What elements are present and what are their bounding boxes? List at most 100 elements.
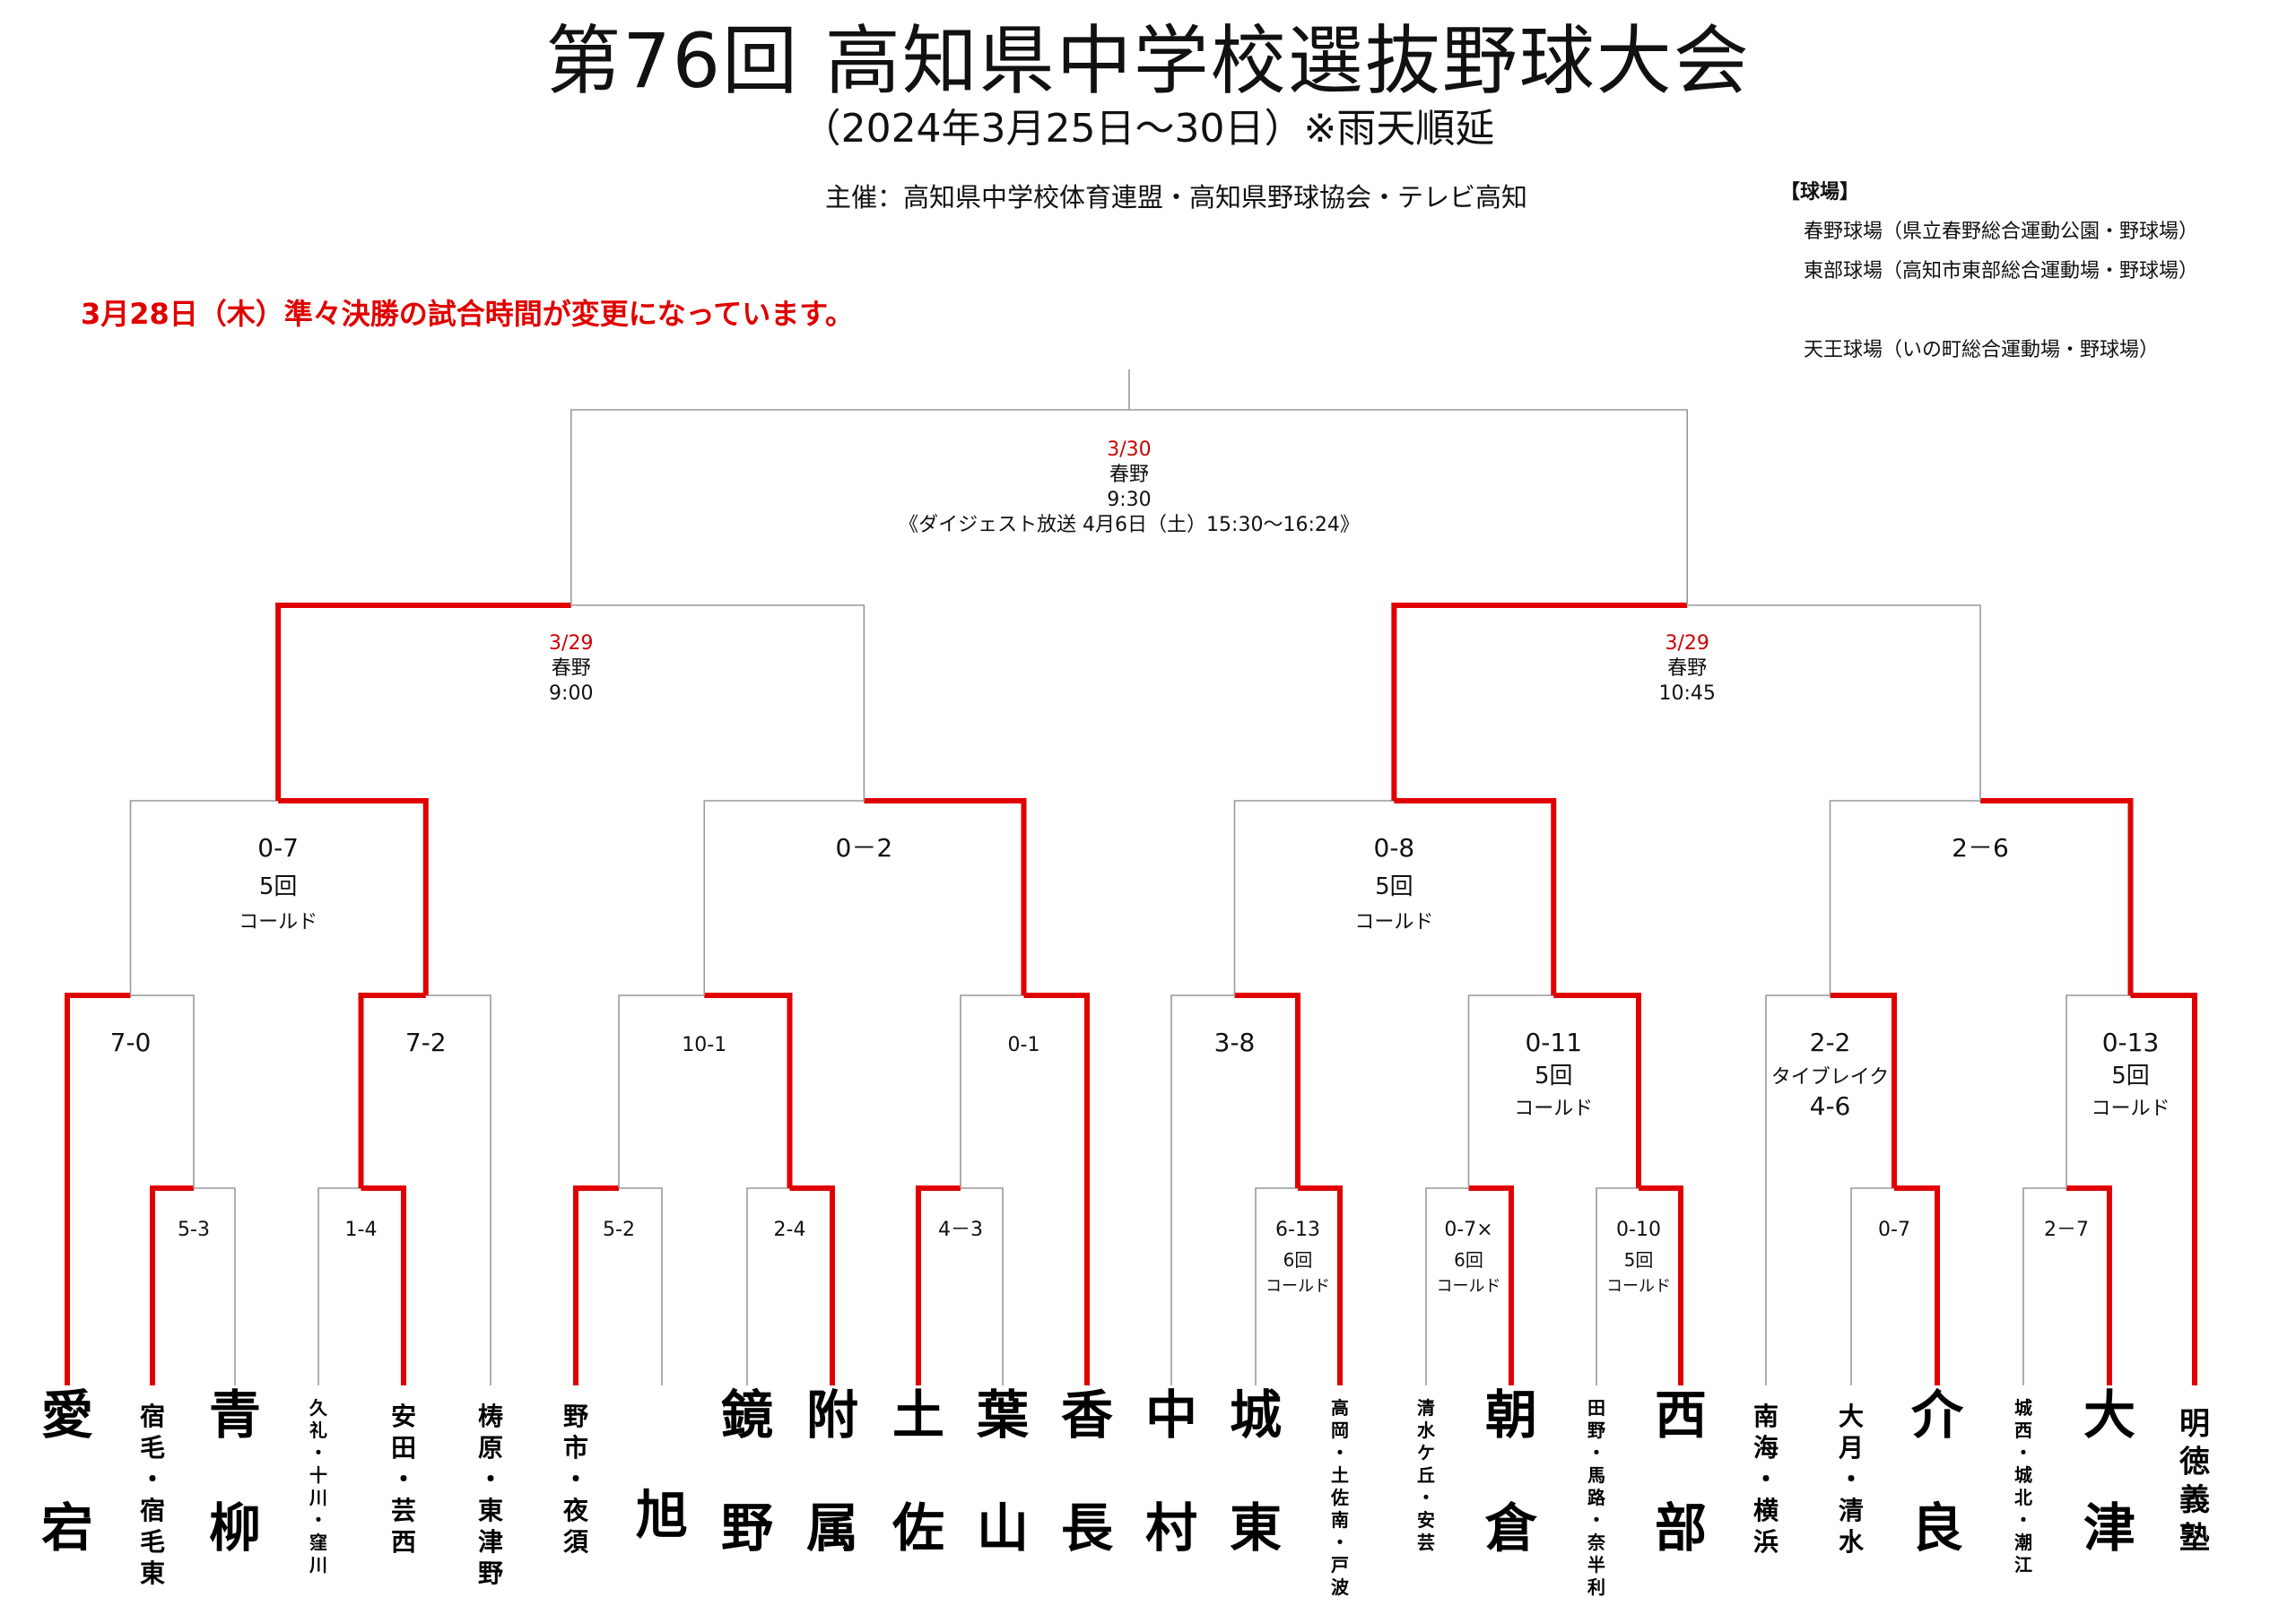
round1-match-10-right-line [2066,1185,2112,1385]
round1-5-score: 4－3 [938,1219,983,1241]
round1-match-9-left-line [1850,1187,1894,1385]
team-14-name-part-2: 村 [1145,1498,1197,1559]
team-12: 葉山 [976,1385,1030,1559]
round1-match-2-left-line [317,1187,361,1385]
round2-1-score: 7-0 [110,1028,152,1057]
team-18: 朝倉 [1484,1385,1537,1559]
quarterfinal-4-score: 2－6 [1952,833,2009,863]
team-20: 西部 [1655,1385,1707,1559]
team-22: 大月・清水 [1838,1402,1865,1557]
team-8-name: 旭 [636,1484,688,1545]
round2-6-note2: コールド [1514,1098,1593,1120]
team-7: 野市・夜須 [562,1402,589,1557]
team-23-name-part-1: 介 [1911,1385,1964,1446]
round1-match-3-left-line [573,1185,619,1385]
final-venue: 春野 [1109,464,1149,486]
team-1-name-part-1: 愛 [41,1385,93,1446]
team-2-name: 宿毛・宿毛東 [140,1402,165,1588]
team-22-name: 大月・清水 [1838,1402,1865,1557]
team-26-name: 明徳義塾 [2179,1406,2210,1557]
quarterfinal-2-score: 0－2 [836,833,893,863]
semifinal-match-1-left-line [275,603,571,801]
team-12-name-part-1: 葉 [976,1385,1030,1446]
venue-item-tenno: 天王球場（いの町総合運動場・野球場） [1804,339,2160,361]
round2-match-7-left-line [1765,994,1831,1385]
round2-7-score: 2-2 [1810,1028,1851,1057]
round1-6-note1: 6回 [1283,1249,1313,1271]
round1-4-score: 2-4 [774,1219,806,1241]
team-23-name-part-2: 良 [1911,1498,1963,1559]
round2-match-6-right-line [1553,993,1641,1188]
team-24-name: 城西・城北・潮江 [2014,1397,2032,1576]
round1-match-8-right-line [1639,1185,1683,1385]
organizer-text: 主催：高知県中学校体育連盟・高知県野球協会・テレビ高知 [825,182,1528,213]
round1-8-note2: コールド [1606,1277,1671,1296]
team-15: 城東 [1230,1385,1282,1559]
team-16: 高岡・土佐南・戸波 [1330,1397,1350,1598]
round2-match-3-right-line [704,993,793,1188]
round2-match-1-right-line [130,994,195,1188]
quarterfinal-3-score: 0-8 [1374,833,1415,863]
semifinal-2-time: 10:45 [1658,682,1715,705]
round2-3-score: 10-1 [682,1034,726,1056]
quarterfinal-match-1-right-line [278,798,429,995]
team-21-name: 南海・横浜 [1753,1402,1779,1557]
team-8: 旭 [636,1484,688,1545]
round2-8-note2: コールド [2091,1098,2170,1120]
venue-list: 【球場】 春野球場（県立春野総合運動公園・野球場） 東部球場（高知市東部総合運動… [1780,179,2198,364]
team-4-name: 久礼・十川・窪川 [309,1397,328,1576]
round1-6-score: 6-13 [1275,1219,1320,1241]
quarterfinal-1-note1: 5回 [259,873,298,900]
round1-8-note1: 5回 [1624,1249,1654,1271]
round2-match-6-left-line [1467,994,1554,1188]
round2-5-score: 3-8 [1214,1028,1256,1057]
team-4: 久礼・十川・窪川 [309,1397,328,1576]
final-match-left-line [570,409,1129,605]
team-14-name-part-1: 中 [1145,1385,1197,1446]
semifinal-2-date: 3/29 [1665,632,1709,655]
quarterfinal-1-note2: コールド [239,911,317,933]
quarterfinal-match-4-right-line [1980,798,2134,995]
team-15-name-part-2: 東 [1230,1498,1282,1559]
round1-match-2-right-line [361,1185,406,1385]
round2-6-score: 0-11 [1525,1028,1582,1057]
round1-8-score: 0-10 [1616,1219,1661,1241]
semifinal-match-1-right-line [570,604,865,801]
team-17: 清水ケ丘・安芸 [1417,1397,1436,1553]
quarterfinal-match-2-right-line [864,798,1027,995]
team-11-name-part-2: 佐 [891,1498,944,1559]
final-date: 3/30 [1107,438,1151,461]
team-1-name-part-2: 宕 [41,1498,93,1559]
team-15-name-part-1: 城 [1230,1385,1282,1446]
round1-1-score: 5-3 [178,1219,210,1241]
venue-heading: 【球場】 [1780,181,1860,204]
quarterfinal-1-score: 0-7 [257,833,299,863]
quarterfinal-match-4-left-line [1829,800,1980,995]
team-2: 宿毛・宿毛東 [140,1402,165,1588]
round2-2-score: 7-2 [405,1028,447,1057]
team-3-name-part-2: 柳 [209,1498,261,1559]
semifinal-1-date: 3/29 [549,632,593,655]
final-broadcast: 《ダイジェスト放送 4月6日（土）15:30～16:24》 [899,514,1360,536]
round1-match-4-right-line [789,1185,835,1385]
semifinal-match-2-left-line [1391,603,1688,801]
quarterfinal-match-1-left-line [129,800,279,995]
round1-match-9-right-line [1894,1185,1940,1385]
round2-4-score: 0-1 [1008,1034,1040,1056]
round1-match-5-right-line [961,1187,1004,1385]
round2-7-note1: タイブレイク [1771,1066,1890,1089]
semifinal-1-time: 9:00 [549,682,593,705]
semifinal-match-2-right-line [1687,604,1981,801]
round1-match-4-left-line [746,1187,790,1385]
team-16-name: 高岡・土佐南・戸波 [1330,1397,1350,1598]
team-24: 城西・城北・潮江 [2014,1397,2032,1576]
team-3: 青柳 [209,1385,261,1559]
quarterfinal-3-note1: 5回 [1375,873,1413,900]
round2-match-4-left-line [960,994,1024,1188]
round2-match-2-left-line [358,993,426,1188]
round2-match-2-right-line [425,994,491,1385]
team-10-name-part-2: 属 [806,1498,858,1559]
round1-7-score: 0-7× [1444,1219,1492,1241]
round1-6-note2: コールド [1265,1277,1330,1296]
round2-7-note2: 4-6 [1810,1091,1851,1121]
